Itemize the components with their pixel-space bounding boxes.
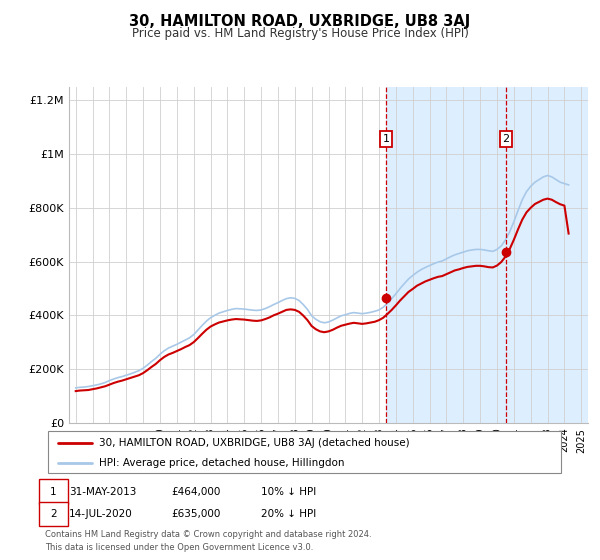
Text: HPI: Average price, detached house, Hillingdon: HPI: Average price, detached house, Hill… xyxy=(100,458,345,468)
Text: Price paid vs. HM Land Registry's House Price Index (HPI): Price paid vs. HM Land Registry's House … xyxy=(131,27,469,40)
Text: 1: 1 xyxy=(50,487,57,497)
Bar xyxy=(386,87,590,423)
Text: £635,000: £635,000 xyxy=(171,509,220,519)
Text: 14-JUL-2020: 14-JUL-2020 xyxy=(69,509,133,519)
Text: £464,000: £464,000 xyxy=(171,487,220,497)
Text: 2: 2 xyxy=(503,134,509,144)
Text: 31-MAY-2013: 31-MAY-2013 xyxy=(69,487,136,497)
Text: Contains HM Land Registry data © Crown copyright and database right 2024.: Contains HM Land Registry data © Crown c… xyxy=(45,530,371,539)
FancyBboxPatch shape xyxy=(48,431,561,473)
Text: This data is licensed under the Open Government Licence v3.0.: This data is licensed under the Open Gov… xyxy=(45,543,313,552)
Text: 20% ↓ HPI: 20% ↓ HPI xyxy=(261,509,316,519)
Text: 1: 1 xyxy=(383,134,389,144)
Text: 2: 2 xyxy=(50,509,57,519)
Text: 30, HAMILTON ROAD, UXBRIDGE, UB8 3AJ: 30, HAMILTON ROAD, UXBRIDGE, UB8 3AJ xyxy=(130,14,470,29)
Text: 10% ↓ HPI: 10% ↓ HPI xyxy=(261,487,316,497)
Text: 30, HAMILTON ROAD, UXBRIDGE, UB8 3AJ (detached house): 30, HAMILTON ROAD, UXBRIDGE, UB8 3AJ (de… xyxy=(100,438,410,448)
